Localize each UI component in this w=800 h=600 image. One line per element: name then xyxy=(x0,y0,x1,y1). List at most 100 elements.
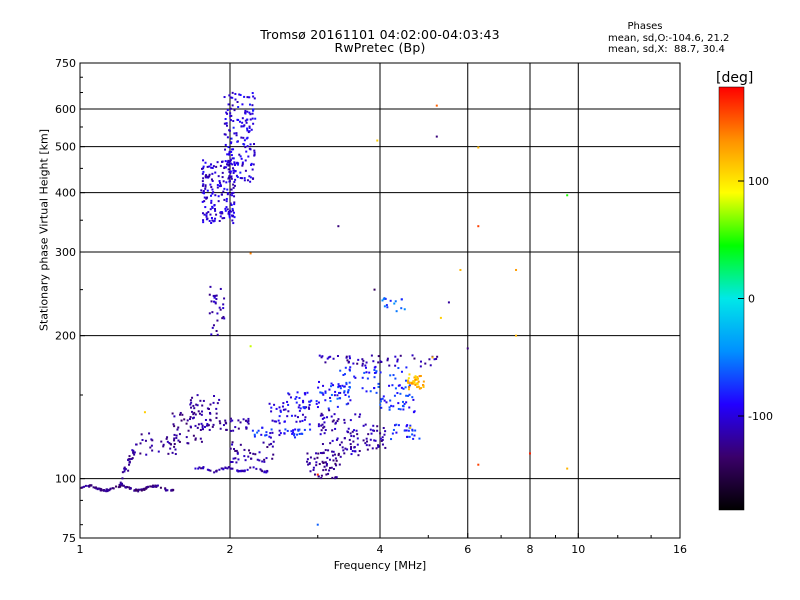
data-point xyxy=(221,217,224,220)
data-point xyxy=(207,407,210,410)
data-point xyxy=(137,488,140,491)
sparse-data-point xyxy=(566,467,569,470)
phase-stats-o: mean, sd,O:-104.6, 21.2 xyxy=(608,33,730,44)
data-point xyxy=(228,150,231,153)
data-point xyxy=(211,166,214,169)
data-point xyxy=(228,180,231,183)
sparse-data-point xyxy=(529,452,531,455)
data-point xyxy=(220,211,223,214)
data-point xyxy=(159,486,162,489)
data-point xyxy=(152,484,155,487)
data-point xyxy=(345,403,348,406)
data-point xyxy=(162,445,165,448)
data-point xyxy=(271,457,274,460)
data-point xyxy=(241,469,244,472)
data-point xyxy=(223,297,226,300)
data-point xyxy=(343,390,346,393)
data-point xyxy=(248,130,251,133)
data-point xyxy=(321,423,324,426)
data-point xyxy=(319,414,322,417)
data-point xyxy=(216,186,219,189)
data-point xyxy=(389,299,392,302)
data-point xyxy=(394,300,397,303)
data-point xyxy=(293,433,296,436)
data-point xyxy=(226,112,229,115)
data-point xyxy=(207,424,210,427)
data-point xyxy=(167,452,170,455)
data-point xyxy=(173,433,176,436)
data-point xyxy=(344,447,347,450)
data-point xyxy=(391,384,394,387)
data-point xyxy=(207,211,210,214)
data-point xyxy=(326,357,329,360)
data-point xyxy=(361,364,364,367)
y-tick-label: 200 xyxy=(55,330,76,343)
data-point xyxy=(210,300,213,303)
data-point xyxy=(214,171,217,174)
data-point xyxy=(202,399,205,402)
data-point xyxy=(402,408,405,411)
data-point xyxy=(226,136,229,139)
data-point xyxy=(252,466,255,469)
data-point xyxy=(232,169,235,172)
data-point xyxy=(265,431,268,434)
data-point xyxy=(222,468,225,471)
chart-subtitle: RwPretec (Bp) xyxy=(334,40,426,55)
data-point xyxy=(177,426,180,429)
data-point xyxy=(293,434,296,437)
data-point xyxy=(231,91,234,94)
data-point xyxy=(202,165,205,168)
data-point xyxy=(236,469,239,472)
data-point xyxy=(246,421,249,424)
data-point xyxy=(201,180,204,183)
data-point xyxy=(133,489,136,492)
data-point xyxy=(339,397,342,400)
data-point xyxy=(255,467,258,470)
data-point xyxy=(250,162,253,165)
data-point xyxy=(253,97,256,100)
data-point xyxy=(328,458,331,461)
data-point xyxy=(393,394,396,397)
data-point xyxy=(225,124,228,127)
data-point xyxy=(203,213,206,216)
data-point xyxy=(226,192,229,195)
data-point xyxy=(248,96,251,99)
data-point xyxy=(183,418,186,421)
data-point xyxy=(246,118,249,121)
data-point xyxy=(249,180,252,183)
data-point xyxy=(164,489,167,492)
data-point xyxy=(206,176,209,179)
data-point xyxy=(211,326,214,329)
data-point xyxy=(233,195,236,198)
data-point xyxy=(215,329,218,332)
data-point xyxy=(239,443,242,446)
data-point xyxy=(340,441,343,444)
data-point xyxy=(229,417,232,420)
sparse-data-point xyxy=(515,334,518,337)
data-point xyxy=(341,446,344,449)
data-point xyxy=(233,448,236,451)
data-point xyxy=(416,378,419,381)
data-point xyxy=(192,413,195,416)
data-point xyxy=(127,469,130,472)
data-point xyxy=(196,426,199,429)
data-point xyxy=(211,206,214,209)
data-point xyxy=(246,129,249,132)
data-point xyxy=(135,488,138,491)
data-point xyxy=(244,459,247,462)
data-point xyxy=(112,487,115,490)
data-point xyxy=(251,117,254,120)
data-point xyxy=(242,125,245,128)
data-point xyxy=(345,381,348,384)
data-point xyxy=(214,194,217,197)
data-point xyxy=(210,333,213,336)
data-point xyxy=(316,406,319,409)
data-point xyxy=(403,402,406,405)
data-point xyxy=(233,216,236,219)
data-point xyxy=(347,431,350,434)
data-point xyxy=(302,399,305,402)
data-point xyxy=(228,94,231,97)
data-point xyxy=(303,428,306,431)
data-point xyxy=(227,177,230,180)
data-point xyxy=(130,457,133,460)
